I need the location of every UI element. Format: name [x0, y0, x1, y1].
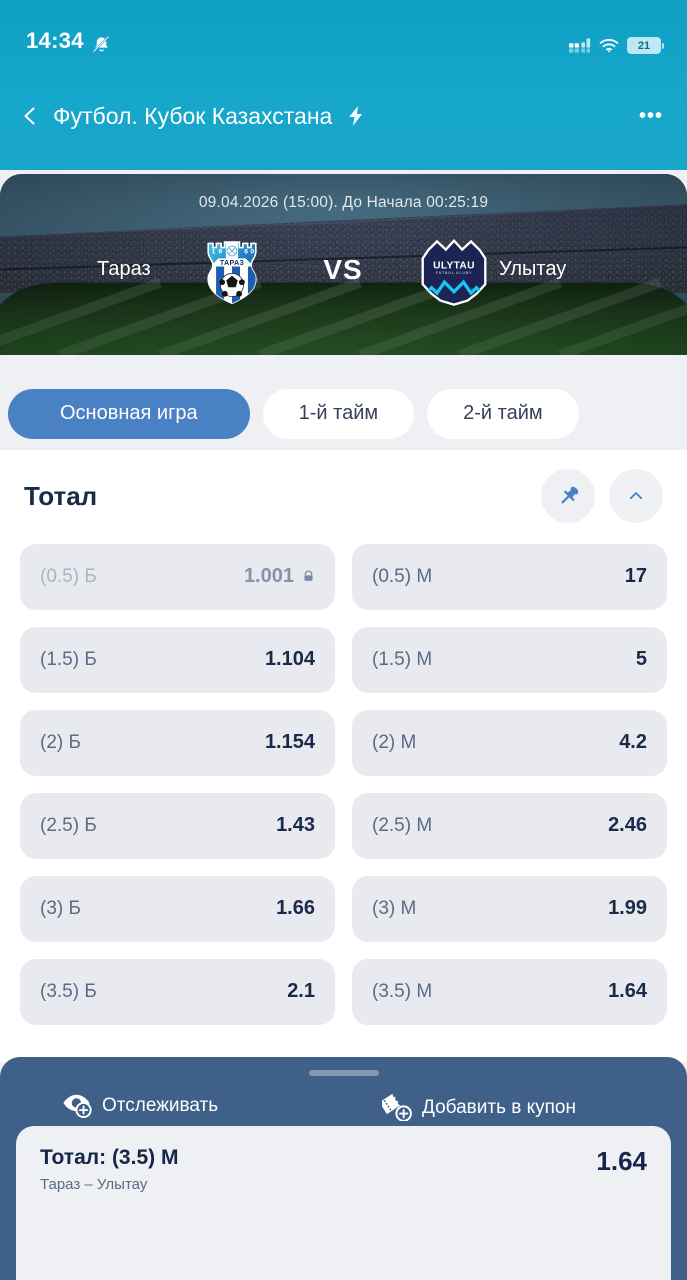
svg-text:ULYTAU: ULYTAU	[433, 261, 475, 272]
svg-text:ТАРАЗ: ТАРАЗ	[220, 259, 245, 267]
svg-text:0: 0	[250, 249, 254, 256]
svg-text:FUTBOL KLUBY: FUTBOL KLUBY	[436, 271, 472, 275]
svg-text:6: 6	[244, 249, 248, 256]
svg-text:1: 1	[212, 249, 216, 256]
svg-text:9: 9	[218, 249, 222, 256]
